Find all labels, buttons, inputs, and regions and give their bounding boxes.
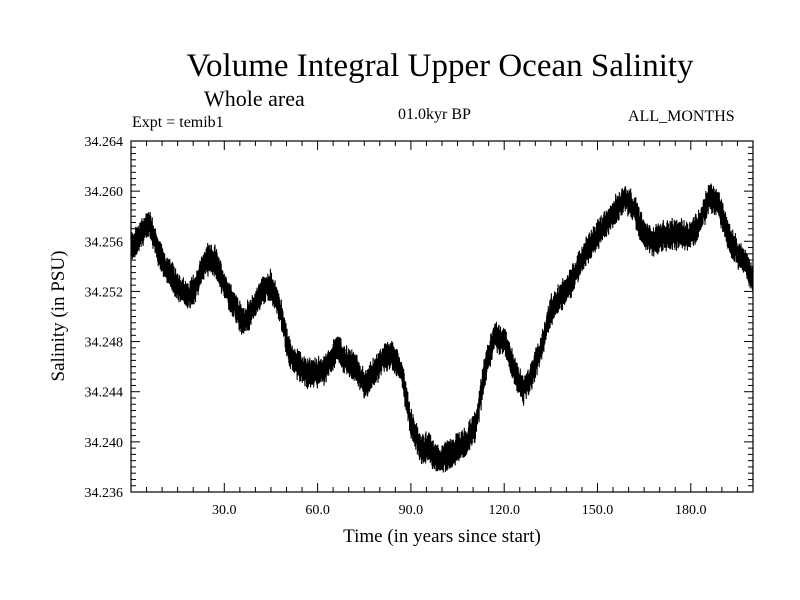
months-label: ALL_MONTHS xyxy=(628,108,735,125)
y-tick-label: 34.244 xyxy=(85,386,124,401)
plot-layer xyxy=(130,183,754,473)
x-tick-label: 90.0 xyxy=(399,503,424,518)
period-label: 01.0kyr BP xyxy=(398,106,471,123)
x-tick-label: 180.0 xyxy=(675,503,707,518)
plot-frame xyxy=(130,140,754,493)
y-tick-label: 34.240 xyxy=(85,436,124,451)
y-tick-label: 34.256 xyxy=(85,235,124,250)
x-axis-label: Time (in years since start) xyxy=(343,526,541,547)
x-tick-label: 30.0 xyxy=(212,503,237,518)
chart-title: Volume Integral Upper Ocean Salinity xyxy=(186,48,694,84)
y-tick-label: 34.252 xyxy=(85,285,124,300)
chart-subtitle: Whole area xyxy=(204,86,305,111)
ticks-layer: 30.0 60.0 90.0 120.0 150.0 180.0 34.236 34.240 3… xyxy=(85,135,753,518)
y-axis-label: Salinity (in PSU) xyxy=(48,251,69,382)
x-tick-label: 150.0 xyxy=(582,503,614,518)
y-tick-label: 34.248 xyxy=(85,336,124,351)
salinity-series-line xyxy=(130,183,754,473)
experiment-label: Expt = temib1 xyxy=(132,114,224,131)
y-tick-label: 34.260 xyxy=(85,185,124,200)
x-tick-label: 60.0 xyxy=(305,503,330,518)
y-tick-label: 34.236 xyxy=(85,486,124,501)
x-tick-label: 120.0 xyxy=(488,503,520,518)
y-tick-label: 34.264 xyxy=(85,135,124,150)
